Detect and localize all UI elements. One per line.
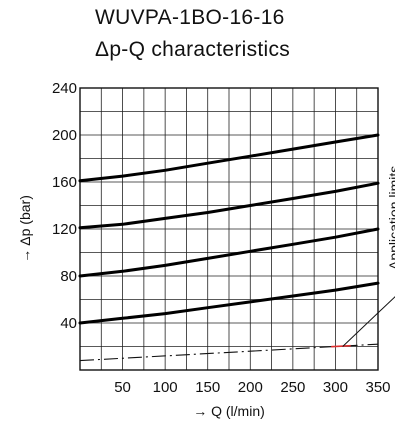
chart-subtitle: Δp-Q characteristics (95, 38, 291, 61)
dp-q-curve (78, 281, 380, 325)
x-tick-label: 150 (195, 379, 220, 396)
x-tick-label: 100 (153, 379, 178, 396)
y-tick-label: 240 (52, 80, 77, 97)
x-axis-label: → Q (l/min) (193, 403, 265, 419)
application-limit: Application limits (79, 166, 395, 362)
dp-q-curve (78, 181, 380, 230)
x-tick-label: 350 (365, 379, 390, 396)
chart-title: WUVPA-1BO-16-16 (95, 6, 285, 29)
y-tick-label: 200 (52, 127, 77, 144)
y-axis-label: → Δp (bar) (17, 195, 33, 263)
x-tick-label: 300 (323, 379, 348, 396)
application-limit-marker (331, 344, 351, 348)
annotation-label: Application limits (386, 166, 395, 270)
axis-labels: → Q (l/min) → Δp (bar) (17, 195, 265, 419)
dp-q-curve (78, 133, 380, 183)
y-tick-label: 40 (60, 315, 77, 332)
y-tick-label: 120 (52, 221, 77, 238)
y-tick-label: 160 (52, 174, 77, 191)
x-tick-label: 250 (280, 379, 305, 396)
y-tick-label: 80 (60, 268, 77, 285)
application-limit-line (79, 343, 379, 362)
tick-labels: 50 100 150 200 250 300 350 40 80 120 160 200 240 (52, 80, 391, 396)
curves (78, 133, 380, 325)
annotation-leader (342, 296, 395, 347)
x-tick-label: 200 (238, 379, 263, 396)
dp-q-curve (78, 227, 380, 278)
grid (80, 88, 378, 370)
x-tick-label: 50 (114, 379, 131, 396)
